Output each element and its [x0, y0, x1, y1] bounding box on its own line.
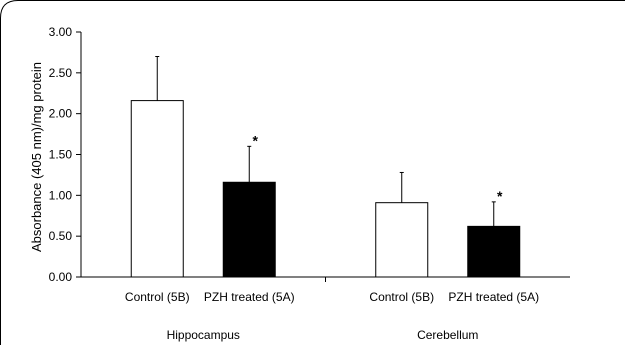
bar-2-1 [376, 203, 428, 277]
y-tick-label: 0.50 [49, 229, 73, 243]
y-tick-label: 1.50 [49, 148, 73, 162]
category-label: Control (5B) [125, 290, 190, 304]
significance-marker: * [497, 188, 503, 204]
bars [131, 101, 520, 277]
y-axis-label: Absorbance (405 nm)/mg protein [29, 62, 44, 252]
y-tick-label: 2.50 [49, 66, 73, 80]
y-tick-label: 3.00 [49, 25, 73, 39]
bar-1-2 [223, 182, 275, 277]
category-label: PZH treated (5A) [448, 290, 539, 304]
x-axis [81, 277, 570, 282]
error-bars: ** [155, 57, 503, 227]
y-axis: 0.00 0.50 1.00 1.50 2.00 2.50 3.00 [49, 25, 81, 284]
y-tick-label: 0.00 [49, 270, 73, 284]
significance-marker: * [253, 132, 259, 148]
group-label: Hippocampus [167, 328, 240, 342]
category-label: PZH treated (5A) [204, 290, 295, 304]
bar-1-1 [131, 101, 183, 277]
y-tick-label: 2.00 [49, 107, 73, 121]
category-labels: Control (5B) PZH treated (5A) Hippocampus C… [125, 290, 539, 342]
bar-2-2 [468, 226, 520, 277]
y-tick-label: 1.00 [49, 188, 73, 202]
category-label: Control (5B) [369, 290, 434, 304]
group-label: Cerebellum [417, 328, 478, 342]
